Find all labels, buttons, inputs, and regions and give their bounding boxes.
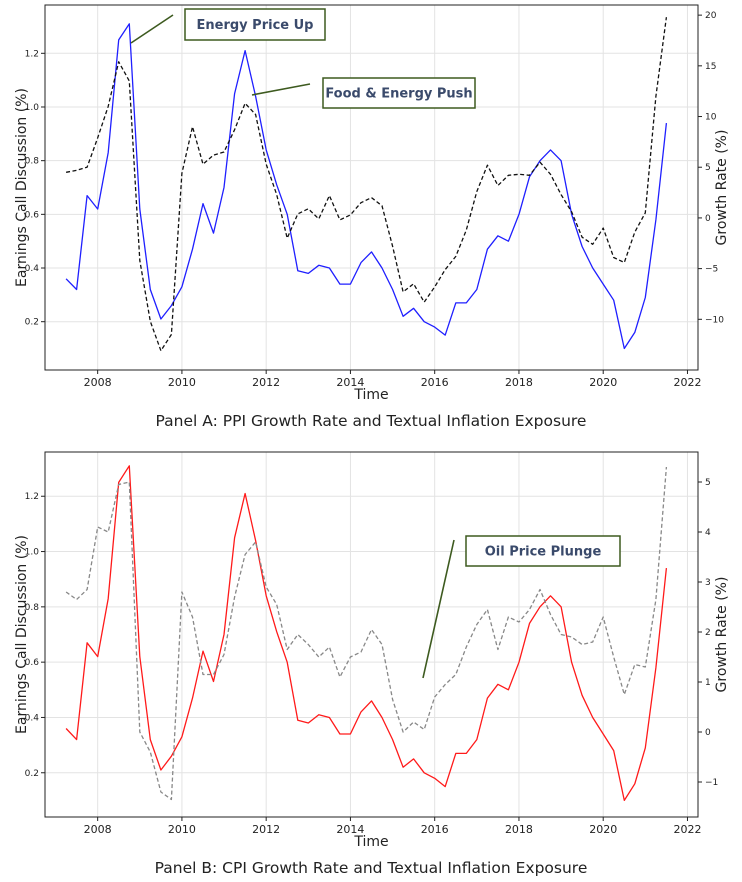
- y-left-tick-label: 0.4: [25, 264, 40, 274]
- x-tick-label: 2020: [589, 376, 617, 389]
- x-tick-label: 2014: [336, 823, 364, 836]
- annotation-box: [465, 535, 621, 567]
- x-tick-label: 2016: [421, 823, 449, 836]
- gridlines: [45, 5, 698, 370]
- x-axis-title: Time: [353, 387, 388, 403]
- annotation: Oil Price Plunge: [422, 535, 621, 679]
- y-right-tick-label: −1: [705, 778, 718, 788]
- x-tick-label: 2010: [168, 823, 196, 836]
- y-right-tick-label: 15: [705, 62, 716, 72]
- annotation-label: Oil Price Plunge: [485, 545, 602, 560]
- annotation-box: [322, 77, 476, 109]
- annotation-label: Food & Energy Push: [325, 87, 472, 102]
- y-right-tick-label: 5: [705, 478, 711, 488]
- y-left-tick-label: 0.8: [25, 603, 40, 613]
- gridlines: [45, 452, 698, 817]
- y-left-tick-label: 1.0: [25, 103, 40, 113]
- x-tick-label: 2008: [84, 376, 112, 389]
- annotation-pointer: [251, 83, 311, 96]
- x-tick-label: 2018: [505, 376, 533, 389]
- y-right-tick-label: 4: [705, 528, 711, 538]
- panel-b: 2008 2010 2012 2014 2016 2018 2020 20220.20.40.…: [14, 451, 730, 877]
- growth-rate-series-line: [65, 466, 668, 801]
- y-left-tick-label: 0.2: [25, 318, 39, 328]
- y-right-tick-label: 10: [705, 113, 717, 123]
- annotation: Food & Energy Push: [251, 77, 476, 109]
- panel-caption: Panel B: CPI Growth Rate and Textual Inf…: [155, 859, 588, 877]
- plot-frame: [44, 451, 699, 818]
- y-right-tick-label: −10: [705, 315, 724, 325]
- y-left-axis-title: Earnings Call Discussion (%): [14, 88, 30, 287]
- y-right-tick-label: 5: [705, 163, 711, 173]
- y-right-tick-label: 3: [705, 578, 711, 588]
- growth-rate-series-line: [65, 17, 668, 352]
- discussion-series-line: [65, 23, 668, 350]
- y-left-tick-label: 1.2: [25, 49, 39, 59]
- y-left-tick-label: 1.2: [25, 492, 39, 502]
- y-right-axis-title: Growth Rate (%): [714, 130, 730, 246]
- discussion-points: [65, 465, 668, 802]
- discussion-series-line: [65, 465, 668, 802]
- y-right-tick-label: 2: [705, 628, 711, 638]
- x-tick-label: 2014: [336, 376, 364, 389]
- x-tick-label: 2008: [84, 823, 112, 836]
- x-tick-label: 2010: [168, 376, 196, 389]
- annotation-pointer: [130, 14, 174, 44]
- y-left-tick-label: 0.4: [25, 713, 40, 723]
- annotation-pointer: [422, 539, 455, 679]
- y-right-tick-label: 20: [705, 11, 717, 21]
- x-tick-label: 2022: [673, 376, 701, 389]
- x-tick-label: 2022: [673, 823, 701, 836]
- y-left-tick-label: 0.2: [25, 769, 39, 779]
- y-left-tick-label: 0.8: [25, 157, 40, 167]
- y-right-tick-label: 1: [705, 678, 711, 688]
- annotation-box: [184, 8, 326, 41]
- y-right-tick-label: 0: [705, 728, 711, 738]
- panel-caption: Panel A: PPI Growth Rate and Textual Inf…: [156, 412, 587, 430]
- x-axis-title: Time: [353, 834, 388, 850]
- x-tick-label: 2020: [589, 823, 617, 836]
- y-left-tick-label: 0.6: [25, 210, 40, 220]
- x-tick-label: 2012: [252, 823, 280, 836]
- y-right-tick-label: −5: [705, 265, 718, 275]
- y-left-tick-label: 1.0: [25, 548, 40, 558]
- plot-frame: [44, 4, 699, 371]
- x-tick-label: 2012: [252, 376, 280, 389]
- discussion-points: [65, 23, 668, 350]
- annotation: Energy Price Up: [130, 8, 326, 44]
- x-tick-label: 2016: [421, 376, 449, 389]
- x-tick-label: 2018: [505, 823, 533, 836]
- annotation-label: Energy Price Up: [197, 18, 314, 33]
- panel-a: 2008 2010 2012 2014 2016 2018 2020 20220.20.40.…: [14, 4, 730, 430]
- growth-rate-points: [65, 466, 668, 801]
- y-left-axis-title: Earnings Call Discussion (%): [14, 535, 30, 734]
- y-left-tick-label: 0.6: [25, 658, 40, 668]
- y-right-tick-label: 0: [705, 214, 711, 224]
- y-right-axis-title: Growth Rate (%): [714, 577, 730, 693]
